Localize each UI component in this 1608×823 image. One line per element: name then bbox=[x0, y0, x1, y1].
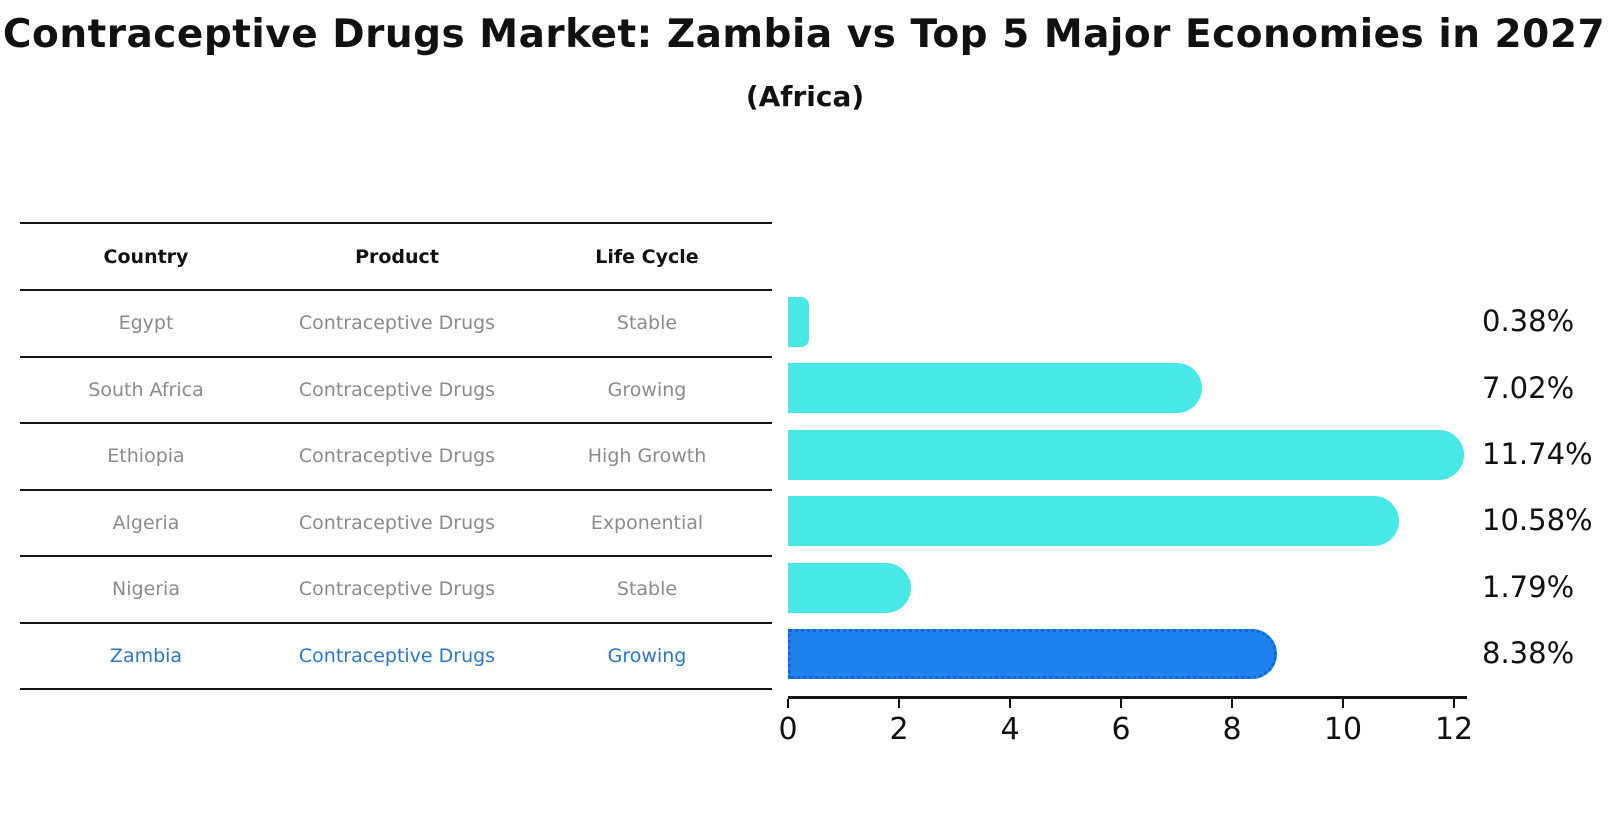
bar-value-label: 0.38% bbox=[1482, 304, 1575, 339]
x-axis-tick-label: 2 bbox=[889, 712, 909, 747]
product-cell: Contraceptive Drugs bbox=[298, 511, 496, 534]
table-header-row: Country Product Life Cycle bbox=[20, 222, 772, 289]
life-cycle-cell: Growing bbox=[607, 378, 687, 401]
table-row: Ethiopia Contraceptive Drugs High Growth bbox=[20, 422, 772, 489]
product-cell: Contraceptive Drugs bbox=[298, 644, 496, 667]
life-cycle-cell: Growing bbox=[607, 644, 687, 667]
x-axis-tick bbox=[1231, 699, 1233, 708]
x-axis-line bbox=[788, 696, 1467, 699]
x-axis-tick-label: 4 bbox=[1000, 712, 1020, 747]
table-row: Nigeria Contraceptive Drugs Stable bbox=[20, 555, 772, 622]
bar-nigeria bbox=[788, 562, 912, 613]
bar-value-label: 10.58% bbox=[1482, 503, 1593, 538]
life-cycle-cell: Exponential bbox=[590, 511, 704, 534]
x-axis-tick bbox=[1453, 699, 1455, 708]
x-axis-tick-label: 0 bbox=[778, 712, 798, 747]
x-axis-tick-label: 10 bbox=[1323, 712, 1363, 747]
bar-zambia bbox=[788, 629, 1278, 679]
table-header-cell: Product bbox=[355, 245, 439, 268]
product-cell: Contraceptive Drugs bbox=[298, 445, 496, 468]
life-cycle-cell: High Growth bbox=[587, 445, 707, 468]
bar-value-label: 8.38% bbox=[1482, 636, 1575, 671]
bar-value-label: 11.74% bbox=[1482, 437, 1593, 471]
table-row: South Africa Contraceptive Drugs Growing bbox=[20, 355, 772, 423]
table-header-cell: Life Cycle bbox=[595, 245, 699, 268]
x-axis-tick bbox=[787, 699, 789, 708]
bar-value-label: 7.02% bbox=[1482, 370, 1575, 405]
table-row: Egypt Contraceptive Drugs Stable bbox=[20, 289, 772, 356]
chart-subtitle: (Africa) bbox=[745, 80, 865, 113]
table-header-cell: Country bbox=[103, 245, 189, 268]
bar-ethiopia bbox=[788, 429, 1464, 480]
product-cell: Contraceptive Drugs bbox=[298, 578, 496, 601]
x-axis-tick bbox=[1342, 699, 1344, 708]
country-cell: South Africa bbox=[88, 378, 204, 401]
bar-value-label: 1.79% bbox=[1482, 569, 1575, 604]
bar-south-africa bbox=[788, 363, 1202, 414]
x-axis-tick bbox=[1120, 699, 1122, 708]
x-axis-tick-label: 6 bbox=[1111, 712, 1131, 747]
table-row: Algeria Contraceptive Drugs Exponential bbox=[20, 488, 772, 556]
country-table: Country Product Life Cycle Egypt Contracepti… bbox=[20, 222, 772, 690]
country-cell: Ethiopia bbox=[107, 445, 185, 468]
product-cell: Contraceptive Drugs bbox=[298, 312, 496, 335]
life-cycle-cell: Stable bbox=[616, 578, 678, 601]
country-cell: Algeria bbox=[112, 511, 180, 534]
product-cell: Contraceptive Drugs bbox=[298, 378, 496, 401]
country-cell: Nigeria bbox=[112, 578, 180, 601]
country-cell: Zambia bbox=[109, 644, 183, 667]
x-axis-tick bbox=[898, 699, 900, 708]
x-axis-tick-label: 8 bbox=[1222, 712, 1242, 747]
table-row: Zambia Contraceptive Drugs Growing bbox=[20, 621, 772, 690]
chart-title: Contraceptive Drugs Market: Zambia vs To… bbox=[2, 12, 1606, 57]
bar-egypt bbox=[788, 297, 810, 347]
life-cycle-cell: Stable bbox=[616, 312, 678, 335]
bar-algeria bbox=[788, 496, 1400, 547]
x-axis-tick bbox=[1009, 699, 1011, 708]
x-axis-tick-label: 12 bbox=[1434, 712, 1474, 747]
country-cell: Egypt bbox=[118, 312, 174, 335]
